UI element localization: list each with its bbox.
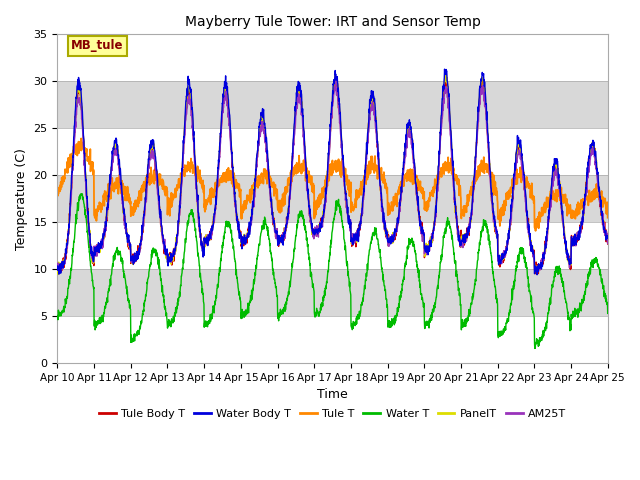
X-axis label: Time: Time (317, 388, 348, 401)
Tule Body T (571, 236, 579, 242)
AM25T (531, 268, 539, 274)
PanelT (556, 181, 563, 187)
Water T (531, 346, 539, 351)
Water T (349, 323, 356, 328)
Tule Body T (493, 231, 500, 237)
Bar (58, 35, 608, 81)
Bar (58, 81, 608, 128)
Tule Body T (360, 182, 368, 188)
AM25T (556, 185, 563, 191)
Line: Water Body T: Water Body T (58, 69, 608, 275)
Bar (58, 222, 608, 269)
Tule T (54, 191, 61, 197)
PanelT (349, 240, 356, 246)
PanelT (54, 272, 62, 277)
Tule T (349, 204, 356, 210)
Water Body T (441, 66, 449, 72)
Tule T (571, 209, 579, 215)
PanelT (571, 237, 579, 242)
Tule Body T (604, 241, 612, 247)
PanelT (493, 230, 500, 236)
Water Body T (360, 180, 368, 185)
AM25T (54, 264, 61, 270)
Bar (58, 128, 608, 175)
Water T (493, 297, 500, 302)
Legend: Tule Body T, Water Body T, Tule T, Water T, PanelT, AM25T: Tule Body T, Water Body T, Tule T, Water… (94, 404, 571, 423)
Tule T (493, 192, 500, 198)
AM25T (349, 235, 356, 241)
Bar (58, 269, 608, 316)
PanelT (361, 174, 369, 180)
Water Body T (493, 229, 500, 235)
Water T (604, 311, 612, 316)
AM25T (332, 77, 340, 83)
Tule T (556, 191, 563, 197)
Tule Body T (348, 242, 356, 248)
Line: AM25T: AM25T (58, 80, 608, 271)
Water T (571, 305, 579, 311)
Water T (77, 191, 84, 197)
Tule T (532, 228, 540, 234)
Water Body T (348, 239, 356, 245)
Water Body T (533, 272, 541, 277)
PanelT (604, 238, 612, 244)
Line: Tule Body T: Tule Body T (58, 78, 608, 274)
Water Body T (54, 263, 61, 269)
Tule T (207, 192, 215, 197)
Tule T (604, 215, 612, 221)
AM25T (604, 240, 612, 246)
Tule Body T (442, 75, 450, 81)
Tule Body T (533, 271, 541, 277)
Tule Body T (207, 237, 214, 242)
Water T (361, 283, 369, 288)
Water Body T (604, 235, 612, 241)
Tule Body T (54, 261, 61, 267)
Water T (207, 315, 215, 321)
PanelT (207, 234, 215, 240)
Bar (58, 175, 608, 222)
AM25T (571, 239, 579, 245)
Water Body T (571, 238, 579, 244)
AM25T (361, 179, 369, 184)
Title: Mayberry Tule Tower: IRT and Sensor Temp: Mayberry Tule Tower: IRT and Sensor Temp (184, 15, 481, 29)
Text: MB_tule: MB_tule (71, 39, 124, 52)
Line: Tule T: Tule T (58, 138, 608, 231)
Tule T (361, 178, 369, 184)
Tule Body T (556, 178, 563, 184)
Water Body T (556, 185, 563, 191)
AM25T (493, 227, 500, 232)
Line: Water T: Water T (58, 194, 608, 348)
Water Body T (207, 232, 214, 238)
Line: PanelT: PanelT (58, 74, 608, 275)
Y-axis label: Temperature (C): Temperature (C) (15, 148, 28, 250)
PanelT (54, 267, 61, 273)
PanelT (331, 72, 339, 77)
Water T (54, 313, 61, 319)
Water T (556, 269, 563, 275)
Tule T (77, 135, 85, 141)
Bar (58, 316, 608, 363)
AM25T (207, 226, 214, 231)
